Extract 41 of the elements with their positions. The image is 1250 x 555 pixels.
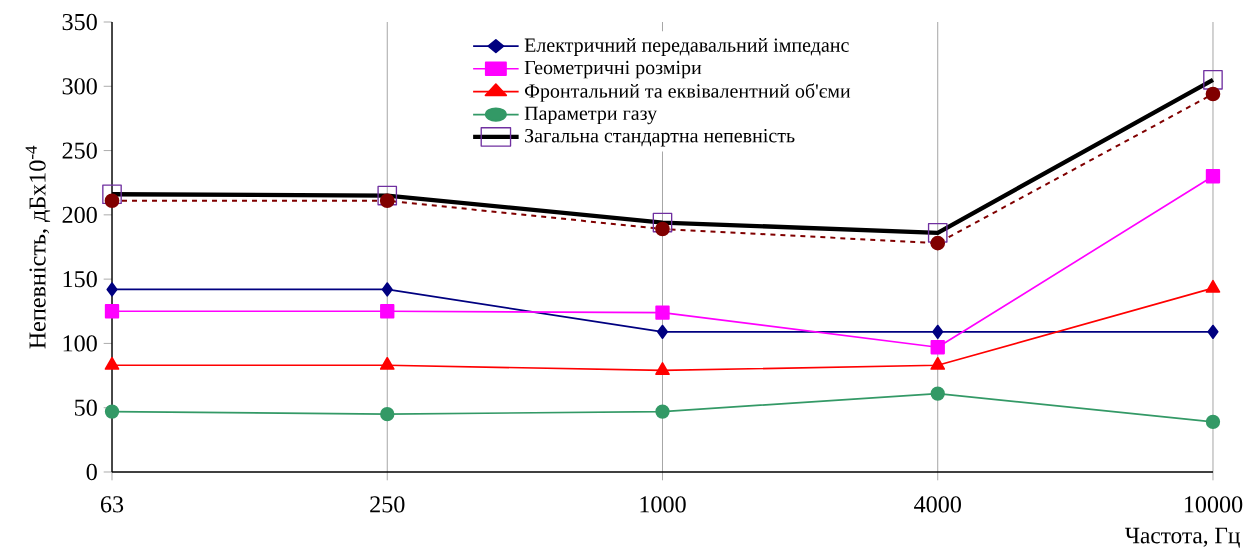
point	[655, 362, 670, 376]
point	[1205, 169, 1221, 184]
point	[930, 340, 945, 355]
legend-label: Геометричні розміри	[524, 60, 702, 79]
point	[379, 193, 395, 209]
point	[1205, 86, 1221, 102]
x-tick-label: 250	[370, 496, 405, 513]
legend-label: Загальна стандартна непевність	[525, 129, 795, 147]
y-tick-label: 200	[62, 206, 97, 224]
point	[106, 282, 118, 297]
point	[380, 406, 395, 422]
x-tick-label: 63	[100, 496, 124, 513]
point	[655, 404, 670, 419]
y-tick-label: 0	[86, 463, 97, 481]
y-tick-label: 50	[75, 399, 97, 416]
y-tick-label: 100	[63, 335, 97, 352]
x-axis-title: Частота, Гц	[1125, 527, 1240, 548]
legend-label: Електричний передавальний імпеданс	[524, 38, 849, 56]
point	[655, 221, 670, 237]
point	[104, 404, 120, 419]
x-tick-label: 4000	[914, 496, 961, 513]
point	[930, 235, 946, 251]
point	[104, 193, 120, 209]
point	[104, 304, 120, 319]
point	[930, 386, 945, 401]
x-tick-label: 1000	[640, 496, 686, 513]
point	[380, 304, 395, 319]
y-tick-label: 350	[62, 13, 97, 31]
point	[656, 324, 669, 340]
y-tick-label: 300	[62, 78, 97, 95]
point	[1205, 414, 1221, 430]
point	[381, 282, 393, 297]
y-tick-label: 150	[63, 270, 97, 288]
point	[1207, 324, 1219, 340]
x-tick-label: 10000	[1184, 496, 1243, 513]
point	[932, 324, 944, 340]
y-axis-title: Непевність, дБх10$^{-4}$	[25, 145, 51, 349]
legend-label: Параметри газу	[524, 106, 658, 125]
point	[655, 305, 670, 320]
legend-label: Фронтальний та еквівалентний об'єми	[524, 83, 851, 102]
y-tick-label: 250	[62, 142, 97, 159]
